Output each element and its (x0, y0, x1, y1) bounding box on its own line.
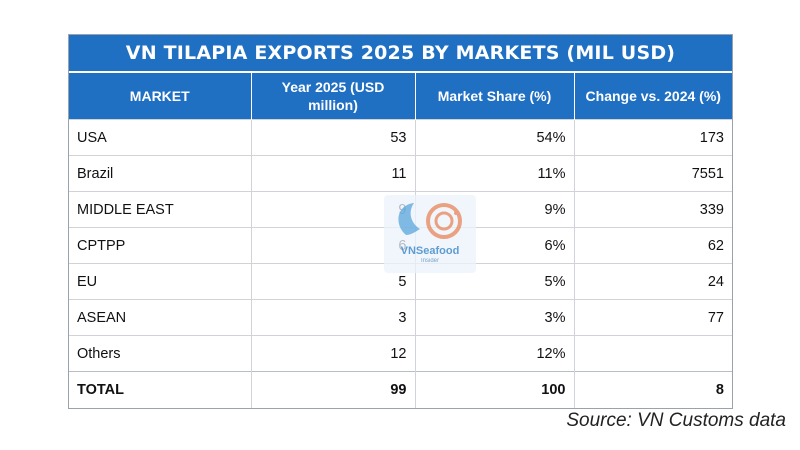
cell-market-share: 3% (414, 299, 574, 336)
column-header-market-share: Market Share (%) (414, 73, 574, 120)
cell-market: CPTPP (69, 227, 251, 264)
table-title: VN TILAPIA EXPORTS 2025 BY MARKETS (MIL … (69, 35, 732, 73)
table-row: Brazil 11 11% 7551 (69, 155, 732, 192)
table-row: EU 5 5% 24 (69, 263, 732, 300)
table-row: USA 53 54% 173 (69, 119, 732, 156)
total-cell-year-2025: 99 (250, 371, 415, 408)
cell-change: 62 (573, 227, 732, 264)
fish-shrimp-icon (398, 203, 462, 239)
cell-market: EU (69, 263, 251, 300)
market-table: VN TILAPIA EXPORTS 2025 BY MARKETS (MIL … (68, 34, 733, 409)
cell-market: Brazil (69, 155, 251, 192)
cell-change: 77 (573, 299, 732, 336)
cell-market: MIDDLE EAST (69, 191, 251, 228)
table-row: Others 12 12% (69, 335, 732, 372)
cell-change (573, 335, 732, 372)
cell-year-2025: 11 (250, 155, 415, 192)
table-row: ASEAN 3 3% 77 (69, 299, 732, 336)
cell-market-share: 12% (414, 335, 574, 372)
cell-market-share: 11% (414, 155, 574, 192)
column-header-change: Change vs. 2024 (%) (573, 73, 732, 120)
cell-market: Others (69, 335, 251, 372)
cell-market: ASEAN (69, 299, 251, 336)
watermark-subtext: Insider (420, 258, 439, 264)
data-table: MARKET Year 2025 (USD million) Market Sh… (69, 73, 732, 408)
cell-change: 339 (573, 191, 732, 228)
header-row: MARKET Year 2025 (USD million) Market Sh… (69, 73, 732, 120)
source-note: Source: VN Customs data (566, 410, 786, 431)
cell-year-2025: 53 (250, 119, 415, 156)
cell-change: 24 (573, 263, 732, 300)
cell-market: USA (69, 119, 251, 156)
cell-change: 173 (573, 119, 732, 156)
total-cell-market-share: 100 (414, 371, 574, 408)
cell-year-2025: 3 (250, 299, 415, 336)
total-cell-change: 8 (573, 371, 732, 408)
column-header-market: MARKET (69, 73, 251, 120)
watermark-logo: VNSeafood Insider (384, 195, 476, 273)
total-cell-market: TOTAL (69, 371, 251, 408)
column-header-year-2025: Year 2025 (USD million) (250, 73, 415, 120)
cell-year-2025: 12 (250, 335, 415, 372)
cell-change: 7551 (573, 155, 732, 192)
watermark-text: VNSeafood (400, 245, 460, 257)
cell-market-share: 54% (414, 119, 574, 156)
total-row: TOTAL 99 100 8 (69, 371, 732, 408)
